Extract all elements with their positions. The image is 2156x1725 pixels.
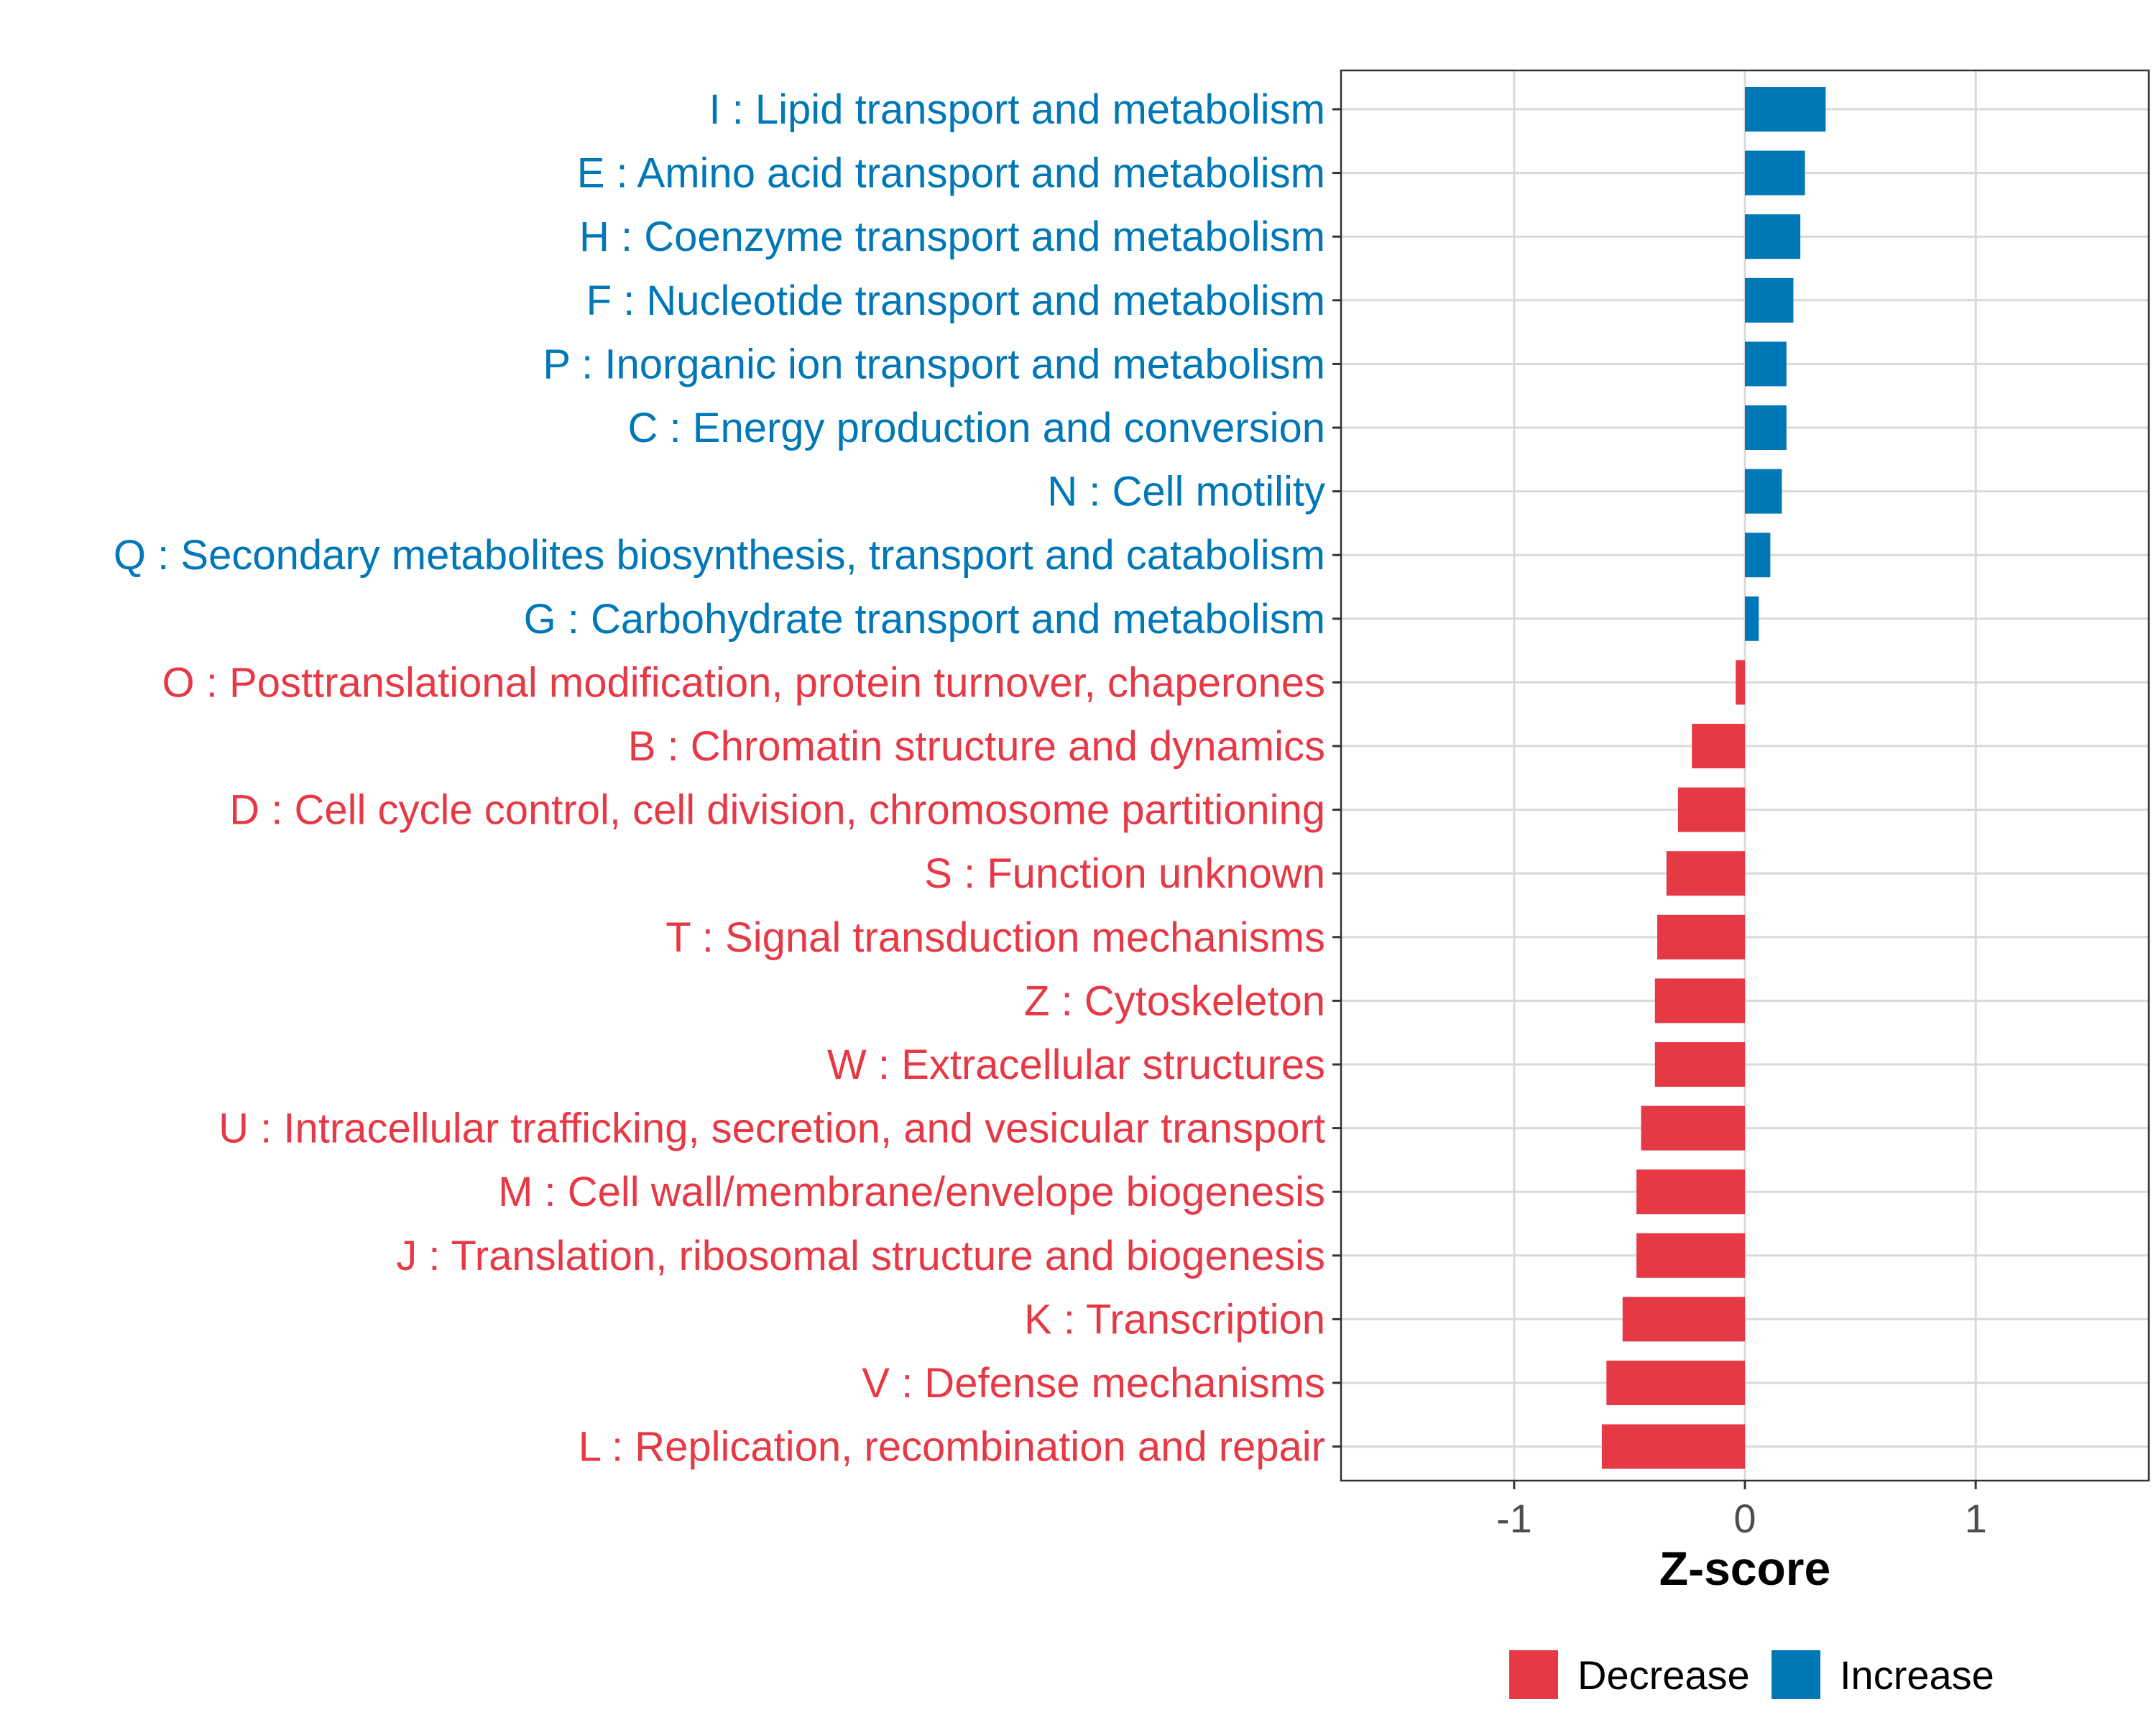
y-axis-ticks	[1332, 108, 1341, 1448]
bar	[1745, 405, 1787, 450]
y-tick-label: P : Inorganic ion transport and metaboli…	[543, 341, 1325, 387]
bar	[1745, 214, 1801, 259]
bar	[1654, 1042, 1745, 1087]
y-tick-label: G : Carbohydrate transport and metabolis…	[524, 596, 1325, 643]
y-tick-label: J : Translation, ribosomal structure and…	[396, 1233, 1325, 1279]
bar	[1654, 978, 1745, 1024]
x-tick-label: 0	[1733, 1496, 1756, 1541]
y-tick-label: W : Extracellular structures	[827, 1041, 1325, 1088]
y-tick-label: T : Signal transduction mechanisms	[665, 914, 1325, 961]
bar	[1677, 787, 1745, 832]
bar	[1666, 851, 1745, 896]
y-tick-label: D : Cell cycle control, cell division, c…	[229, 787, 1325, 834]
legend-swatch-decrease	[1509, 1650, 1558, 1699]
y-tick-label: Q : Secondary metabolites biosynthesis, …	[114, 532, 1325, 579]
bar	[1745, 150, 1805, 196]
legend-label-decrease: Decrease	[1577, 1652, 1750, 1698]
y-tick-label: F : Nucleotide transport and metabolism	[586, 277, 1325, 324]
bar	[1606, 1361, 1745, 1405]
y-tick-label: B : Chromatin structure and dynamics	[628, 723, 1325, 770]
x-tick-label: -1	[1496, 1496, 1532, 1541]
legend: Decrease Increase	[1509, 1650, 1994, 1699]
bar	[1636, 1169, 1745, 1215]
x-axis-ticks: -1 0 1	[1496, 1481, 1987, 1541]
bars	[1601, 87, 1826, 1469]
y-tick-label: H : Coenzyme transport and metabolism	[579, 213, 1325, 260]
bar	[1745, 469, 1782, 514]
y-tick-label: M : Cell wall/membrane/envelope biogenes…	[498, 1169, 1325, 1215]
bar	[1745, 87, 1826, 132]
bar	[1736, 660, 1745, 705]
legend-label-increase: Increase	[1840, 1652, 1994, 1698]
y-axis-category-labels: I : Lipid transport and metabolism E : Am…	[114, 86, 1325, 1471]
bar	[1745, 277, 1794, 323]
bar	[1745, 596, 1759, 641]
bar	[1745, 533, 1771, 578]
bar	[1641, 1105, 1745, 1151]
y-tick-label: K : Transcription	[1024, 1296, 1325, 1343]
bar	[1622, 1297, 1745, 1342]
y-tick-label: S : Function unknown	[924, 850, 1325, 897]
x-axis-title: Z-score	[1659, 1542, 1830, 1595]
y-tick-label: Z : Cytoskeleton	[1024, 978, 1325, 1024]
y-tick-label: V : Defense mechanisms	[862, 1360, 1325, 1407]
y-tick-label: L : Replication, recombination and repai…	[579, 1424, 1325, 1471]
y-tick-label: U : Intracellular trafficking, secretion…	[218, 1105, 1325, 1152]
bar	[1601, 1424, 1745, 1469]
y-tick-label: N : Cell motility	[1047, 469, 1325, 515]
bar	[1657, 914, 1745, 960]
x-tick-label: 1	[1965, 1496, 1987, 1541]
y-tick-label: C : Energy production and conversion	[628, 405, 1325, 451]
bar	[1636, 1233, 1745, 1278]
y-tick-label: O : Posttranslational modification, prot…	[162, 659, 1325, 706]
bar	[1692, 724, 1745, 768]
legend-swatch-increase	[1772, 1650, 1820, 1699]
y-tick-label: E : Amino acid transport and metabolism	[577, 150, 1325, 197]
bar	[1745, 341, 1787, 387]
y-tick-label: I : Lipid transport and metabolism	[709, 86, 1325, 133]
